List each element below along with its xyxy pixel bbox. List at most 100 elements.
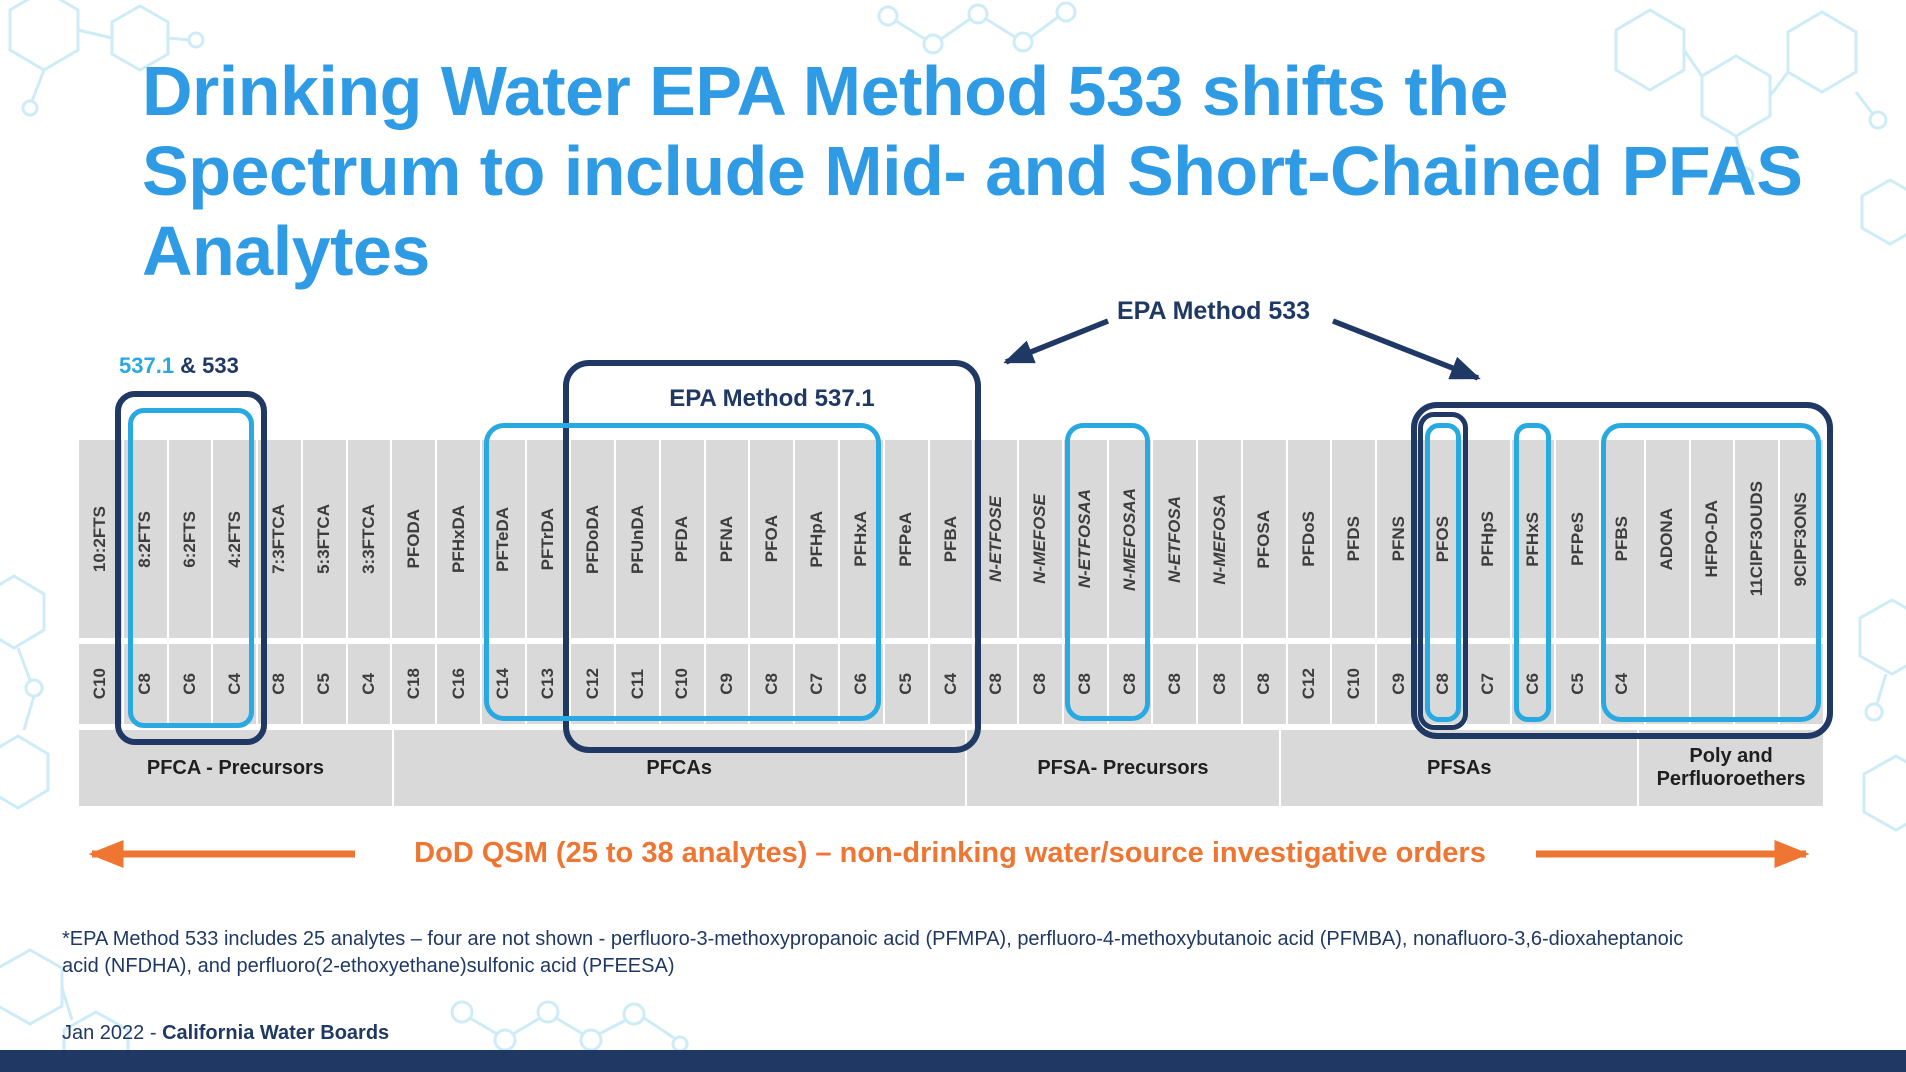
category-cell: PFSA- Precursors <box>966 730 1282 806</box>
analyte-cell: PFOSA <box>1242 440 1288 638</box>
analyte-cell: PFHxA <box>840 440 885 638</box>
analyte-cell: PFDA <box>660 440 706 638</box>
analyte-cell: PFBA <box>929 440 975 638</box>
carbon-cell: C7 <box>795 644 841 724</box>
carbon-cell: C12 <box>571 644 617 724</box>
legend-537-label: 537.1 <box>119 353 175 378</box>
analyte-cell: 8:2FTS <box>123 440 169 638</box>
analyte-cell: 6:2FTS <box>168 440 214 638</box>
carbon-cell <box>1690 644 1736 724</box>
carbon-cell: C4 <box>347 644 393 724</box>
carbon-cell: C16 <box>437 644 482 724</box>
carbon-cell: C5 <box>884 644 930 724</box>
carbon-cell: C8 <box>974 644 1020 724</box>
analyte-cell: N-ETFOSA <box>1153 440 1199 638</box>
dod-qsm-text: DoD QSM (25 to 38 analytes) – non-drinki… <box>414 837 1486 869</box>
analyte-cell: 3:3FTCA <box>347 440 393 638</box>
carbon-cell: C8 <box>1019 644 1064 724</box>
legend-533-label: & 533 <box>174 353 239 378</box>
analyte-cell: PFODA <box>392 440 438 638</box>
category-cell: PFSAs <box>1281 730 1640 806</box>
analyte-cell: PFDoDA <box>571 440 617 638</box>
analyte-cell: N-MEFOSE <box>1019 440 1064 638</box>
carbon-cell: C13 <box>526 644 572 724</box>
carbon-cell: C18 <box>392 644 438 724</box>
carbon-cell: C6 <box>1511 644 1557 724</box>
category-row: PFCA - Precursors PFCAs PFSA- Precursors PF… <box>79 730 1824 806</box>
carbon-cell: C10 <box>1332 644 1378 724</box>
analyte-cell: PFHpA <box>795 440 841 638</box>
carbon-cell: C12 <box>1287 644 1333 724</box>
carbon-cell: C8 <box>750 644 796 724</box>
category-cell: Poly and Perfluoroethers <box>1639 730 1824 806</box>
analyte-cell: N-ETFOSE <box>974 440 1020 638</box>
carbon-cell: C8 <box>1242 644 1288 724</box>
analyte-cell: 7:3FTCA <box>258 440 303 638</box>
carbon-cell: C6 <box>168 644 214 724</box>
footnote: *EPA Method 533 includes 25 analytes – f… <box>62 928 1684 977</box>
analyte-cell: PFTeDA <box>481 440 527 638</box>
analyte-cell: 10:2FTS <box>79 440 124 638</box>
carbon-cell: C5 <box>302 644 348 724</box>
analyte-cell: 4:2FTS <box>213 440 259 638</box>
carbon-cell: C6 <box>840 644 885 724</box>
bottom-bar <box>0 1050 1906 1072</box>
footer-org: California Water Boards <box>162 1022 390 1044</box>
analyte-cell: 11ClPF3OUDS <box>1735 440 1781 638</box>
analyte-cell: N-MEFOSA <box>1198 440 1243 638</box>
category-cell: PFCA - Precursors <box>79 730 394 806</box>
carbon-cell: C7 <box>1466 644 1512 724</box>
footer: Jan 2022 - California Water Boards <box>62 1022 389 1045</box>
analyte-cell: 5:3FTCA <box>302 440 348 638</box>
carbon-cell: C8 <box>1108 644 1154 724</box>
legend-537-533: 537.1 & 533 <box>119 353 239 379</box>
carbon-cell: C10 <box>660 644 706 724</box>
analyte-cell: PFHxS <box>1511 440 1557 638</box>
category-cell: PFCAs <box>393 730 967 806</box>
analyte-cell: PFDoS <box>1287 440 1333 638</box>
pfas-analyte-table: 10:2FTS 8:2FTS 6:2FTS 4:2FTS 7:3FTCA 5:3FTCA 3… <box>79 440 1824 806</box>
analyte-cell: PFHpS <box>1466 440 1512 638</box>
analyte-cell: PFOS <box>1421 440 1467 638</box>
carbon-cell: C5 <box>1556 644 1602 724</box>
analyte-cell: PFTrDA <box>526 440 572 638</box>
analyte-cell: N-MEFOSAA <box>1108 440 1154 638</box>
carbon-cell <box>1780 644 1823 724</box>
epa-method-533-label: EPA Method 533 <box>1117 297 1311 325</box>
analyte-cell: PFPeA <box>884 440 930 638</box>
analyte-cell: N-ETFOSAA <box>1063 440 1109 638</box>
analyte-cell: PFPeS <box>1556 440 1602 638</box>
analyte-cell: PFDS <box>1332 440 1378 638</box>
carbon-cell: C11 <box>616 644 661 724</box>
analyte-cell: PFUnDA <box>616 440 661 638</box>
carbon-cell: C4 <box>213 644 259 724</box>
carbon-cell: C4 <box>1601 644 1646 724</box>
carbon-cell: C8 <box>1421 644 1467 724</box>
carbon-cell: C9 <box>705 644 751 724</box>
analyte-cell: PFBS <box>1601 440 1646 638</box>
carbon-cell: C9 <box>1377 644 1422 724</box>
analyte-cell: ADONA <box>1645 440 1691 638</box>
carbon-chain-row: C10 C8 C6 C4 C8 C5 C4 C18 C16 C14 C13 C12 C11 C10 C9 C8… <box>79 644 1823 724</box>
carbon-cell: C14 <box>481 644 527 724</box>
carbon-cell <box>1735 644 1781 724</box>
carbon-cell <box>1645 644 1691 724</box>
carbon-cell: C8 <box>258 644 303 724</box>
analyte-cell: PFOA <box>750 440 796 638</box>
carbon-cell: C8 <box>1153 644 1199 724</box>
carbon-cell: C8 <box>123 644 169 724</box>
carbon-cell: C8 <box>1198 644 1243 724</box>
analyte-cell: 9ClPF3ONS <box>1780 440 1823 638</box>
analyte-cell: PFNS <box>1377 440 1422 638</box>
carbon-cell: C4 <box>929 644 975 724</box>
epa-method-537-label: EPA Method 537.1 <box>669 385 875 412</box>
footer-date: Jan 2022 - <box>62 1022 163 1044</box>
carbon-cell: C8 <box>1063 644 1109 724</box>
analyte-name-row: 10:2FTS 8:2FTS 6:2FTS 4:2FTS 7:3FTCA 5:3FTCA 3… <box>79 440 1823 638</box>
carbon-cell: C10 <box>79 644 124 724</box>
analyte-cell: PFHxDA <box>437 440 482 638</box>
page-title: Drinking Water EPA Method 533 shifts the… <box>142 52 1803 290</box>
analyte-cell: PFNA <box>705 440 751 638</box>
